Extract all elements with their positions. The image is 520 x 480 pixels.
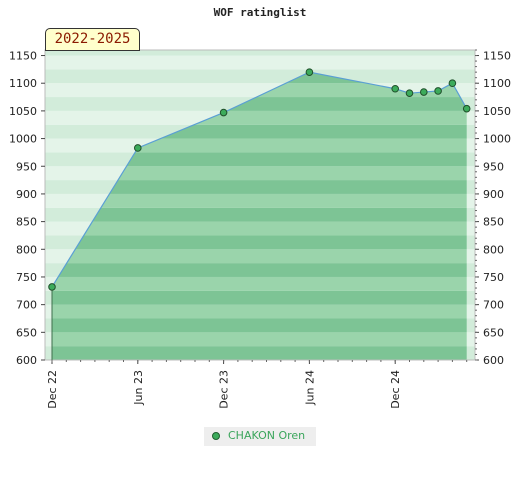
- y-tick-label-left: 950: [16, 160, 37, 173]
- x-tick-label: Dec 22: [46, 370, 59, 409]
- y-tick-label-left: 1100: [9, 77, 37, 90]
- y-tick-label-left: 600: [16, 354, 37, 367]
- y-tick-label-right: 700: [483, 299, 504, 312]
- legend-marker: [212, 432, 220, 440]
- y-tick-label-right: 900: [483, 188, 504, 201]
- x-tick-label: Jun 24: [303, 370, 316, 406]
- background-band: [45, 55, 475, 70]
- area-band: [52, 138, 467, 153]
- y-tick-label-left: 750: [16, 271, 37, 284]
- data-point: [219, 108, 228, 117]
- area-band: [52, 166, 467, 181]
- y-tick-label-right: 850: [483, 216, 504, 229]
- area-band: [52, 346, 467, 360]
- y-tick-label-left: 800: [16, 243, 37, 256]
- area-band: [52, 207, 467, 222]
- y-tick-label-left: 700: [16, 299, 37, 312]
- legend: CHAKON Oren: [204, 427, 316, 446]
- y-tick-label-right: 650: [483, 326, 504, 339]
- data-point: [391, 84, 400, 93]
- y-tick-label-right: 750: [483, 271, 504, 284]
- data-point: [134, 144, 142, 152]
- area-band: [52, 193, 467, 208]
- y-tick-label-left: 650: [16, 326, 37, 339]
- y-tick-label-right: 1150: [483, 50, 511, 63]
- x-tick-label: Dec 24: [389, 370, 402, 409]
- area-band: [52, 304, 467, 319]
- data-point: [305, 68, 314, 76]
- area-band: [52, 263, 467, 277]
- y-tick-label-left: 1150: [9, 50, 37, 63]
- period-badge: 2022-2025: [45, 28, 140, 51]
- x-tick-label: Jun 23: [132, 370, 145, 406]
- area-band: [52, 152, 467, 167]
- data-point: [405, 89, 414, 97]
- area-band: [52, 235, 467, 250]
- series-line: [51, 71, 468, 288]
- y-tick-label-left: 900: [16, 188, 37, 201]
- area-band: [52, 180, 467, 194]
- data-point: [434, 87, 442, 95]
- background-band: [45, 50, 475, 56]
- background-band: [45, 69, 475, 84]
- y-tick-label-left: 1000: [9, 133, 37, 146]
- y-tick-label-right: 1050: [483, 105, 511, 118]
- y-tick-label-right: 950: [483, 160, 504, 173]
- y-tick-label-right: 1100: [483, 77, 511, 90]
- y-tick-label-right: 1000: [483, 133, 511, 146]
- area-band: [52, 318, 467, 333]
- y-tick-label-left: 850: [16, 216, 37, 229]
- y-tick-label-right: 800: [483, 243, 504, 256]
- area-band: [52, 290, 467, 305]
- area-band: [52, 276, 467, 291]
- y-tick-label-left: 1050: [9, 105, 37, 118]
- chart-title: WOF ratinglist: [213, 6, 307, 19]
- data-point: [420, 88, 428, 96]
- y-tick-label-right: 600: [483, 354, 504, 367]
- data-point: [462, 104, 471, 113]
- data-point: [448, 79, 457, 88]
- area-band: [52, 332, 467, 347]
- data-point: [48, 283, 56, 291]
- area-band: [52, 221, 467, 236]
- x-tick-label: Dec 23: [218, 370, 231, 409]
- area-band: [52, 249, 467, 264]
- legend-label: CHAKON Oren: [228, 429, 306, 442]
